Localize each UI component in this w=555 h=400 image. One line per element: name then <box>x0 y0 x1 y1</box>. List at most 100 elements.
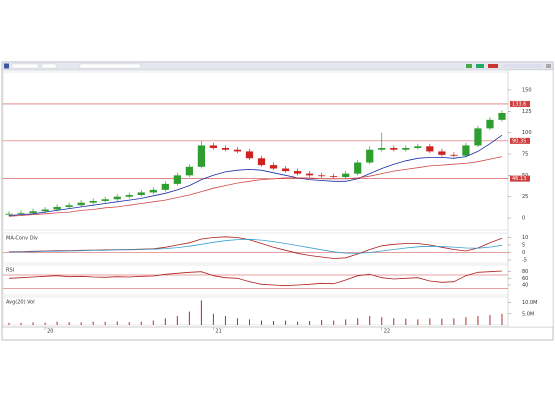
y-tick-label: 60 <box>522 276 528 282</box>
x-tick-label: 22 <box>384 329 390 335</box>
volume-bar <box>321 320 323 325</box>
candle-body <box>474 128 482 146</box>
candle-body <box>318 175 326 177</box>
candle-body <box>450 154 458 156</box>
volume-bar <box>20 322 22 325</box>
volume-bar <box>333 320 335 325</box>
period-box[interactable] <box>41 63 57 69</box>
volume-bar <box>8 322 10 325</box>
candle-body <box>29 211 37 213</box>
candle-body <box>149 189 157 193</box>
candle-body <box>426 146 434 152</box>
candle-body <box>402 148 410 150</box>
toolbar-button[interactable] <box>503 64 543 68</box>
toolbar-button[interactable] <box>488 64 498 68</box>
candle-body <box>77 202 85 206</box>
candle-body <box>173 175 181 184</box>
panel-title: RSI <box>6 268 14 274</box>
volume-bar <box>92 321 94 325</box>
volume-bar <box>56 321 58 325</box>
candle-body <box>330 176 338 178</box>
y-tick-label: 80 <box>522 269 528 275</box>
candle-body <box>101 199 109 201</box>
volume-bar <box>200 300 202 325</box>
candle-body <box>486 119 494 129</box>
candle-body <box>209 145 218 149</box>
volume-bar <box>369 316 371 325</box>
y-tick-label: 0 <box>522 250 525 256</box>
volume-bar <box>116 321 118 325</box>
close-button[interactable] <box>546 64 551 68</box>
candle-body <box>281 168 290 172</box>
candle-body <box>65 205 73 207</box>
volume-bar <box>164 318 166 325</box>
candle-body <box>354 162 362 174</box>
volume-bar <box>44 322 46 325</box>
y-axis-panel <box>507 69 554 328</box>
volume-bar <box>248 319 250 325</box>
panel <box>2 71 509 231</box>
y-tick-label: 25 <box>522 194 528 200</box>
candle-body <box>269 165 278 169</box>
volume-bar <box>104 321 106 325</box>
candle-body <box>197 145 205 167</box>
volume-bar <box>309 320 311 325</box>
volume-bar <box>501 313 503 325</box>
volume-bar <box>453 318 455 325</box>
candle-body <box>366 149 374 163</box>
options-box[interactable] <box>79 63 141 69</box>
x-tick-label: 21 <box>215 329 221 335</box>
level-tag <box>510 175 530 182</box>
candle-body <box>414 146 422 149</box>
volume-bar <box>212 313 214 325</box>
y-tick-label: 125 <box>522 109 532 115</box>
candle-body <box>306 173 314 176</box>
candle-body <box>438 151 446 155</box>
y-tick-label: 10.0M <box>522 300 537 306</box>
level-tag <box>510 100 530 107</box>
y-tick-label: 5 <box>522 243 525 249</box>
volume-bar <box>441 318 443 325</box>
candle-body <box>137 192 145 195</box>
volume-bar <box>140 321 142 325</box>
candle-body <box>257 158 266 166</box>
panel-title: Avg(20) Vol <box>6 300 35 306</box>
candle-body <box>89 200 97 203</box>
candle-body <box>17 212 25 214</box>
series-line <box>8 270 503 287</box>
volume-bar <box>273 320 275 325</box>
toolbar-button[interactable] <box>466 64 472 68</box>
volume-bar <box>381 317 383 325</box>
candle-body <box>5 213 13 215</box>
candle-body <box>462 145 470 156</box>
panel <box>2 296 509 326</box>
symbol-box[interactable] <box>11 63 39 69</box>
toolbar-button[interactable] <box>476 64 484 68</box>
level-label: 46.13 <box>512 176 526 182</box>
series-line <box>8 134 503 216</box>
volume-bar <box>297 321 299 325</box>
level-tag <box>510 137 530 144</box>
y-tick-label: 75 <box>522 151 528 157</box>
volume-bar <box>345 319 347 325</box>
series-line <box>8 238 503 254</box>
panel-title: MA-Conv Div <box>6 236 38 242</box>
level-label: 90.35 <box>512 138 526 144</box>
series-line <box>8 156 503 217</box>
candle-body <box>342 173 350 178</box>
volume-bar <box>405 318 407 325</box>
volume-bar <box>152 320 154 325</box>
volume-bar <box>176 316 178 325</box>
candle-body <box>113 196 121 200</box>
volume-bar <box>80 322 82 325</box>
menu-button[interactable] <box>4 63 9 69</box>
y-tick-label: 10 <box>522 235 528 241</box>
volume-bar <box>261 320 263 325</box>
candle-body <box>41 209 49 212</box>
candle-body <box>233 149 242 152</box>
volume-bar <box>128 322 130 325</box>
candle-body <box>498 112 506 120</box>
candle-body <box>221 148 230 150</box>
panel <box>2 232 509 264</box>
